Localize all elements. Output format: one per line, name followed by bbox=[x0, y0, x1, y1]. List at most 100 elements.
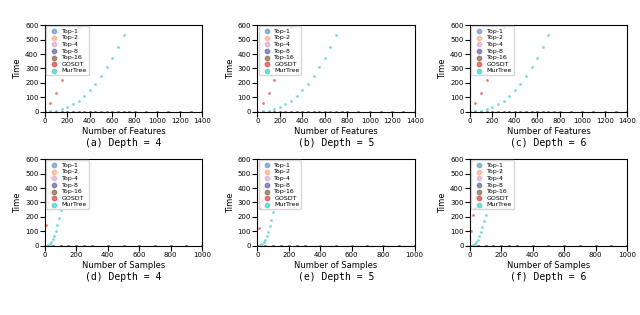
Point bbox=[470, 109, 481, 114]
Point bbox=[274, 168, 284, 173]
Point bbox=[331, 109, 341, 114]
Point bbox=[74, 109, 84, 114]
Point bbox=[113, 109, 123, 114]
Point bbox=[512, 243, 522, 248]
Point bbox=[141, 109, 151, 114]
Point bbox=[488, 243, 499, 248]
Point bbox=[102, 243, 113, 248]
Point bbox=[40, 109, 50, 114]
Point bbox=[509, 109, 520, 114]
Point bbox=[496, 243, 506, 248]
Point bbox=[575, 243, 585, 248]
Point bbox=[47, 243, 58, 248]
Point bbox=[102, 65, 112, 70]
Point bbox=[337, 109, 347, 114]
Point bbox=[62, 109, 72, 114]
Point bbox=[152, 109, 163, 114]
Point bbox=[376, 109, 386, 114]
Legend: Top-1, Top-2, Top-4, Top-8, Top-16, GOSDT, MurTree: Top-1, Top-2, Top-4, Top-8, Top-16, GOSD… bbox=[46, 160, 89, 209]
Point bbox=[258, 109, 268, 114]
Point bbox=[521, 109, 531, 114]
Point bbox=[276, 243, 286, 248]
Point bbox=[280, 55, 291, 60]
Point bbox=[90, 109, 100, 114]
Point bbox=[481, 109, 492, 114]
Point bbox=[512, 243, 522, 248]
Point bbox=[163, 109, 173, 114]
Point bbox=[260, 243, 270, 248]
Point bbox=[549, 109, 559, 114]
Point bbox=[300, 243, 310, 248]
Point bbox=[79, 109, 89, 114]
Point bbox=[264, 109, 274, 114]
Point bbox=[56, 243, 66, 248]
Point bbox=[255, 206, 266, 211]
Point bbox=[538, 109, 548, 114]
Point bbox=[331, 109, 341, 114]
Point bbox=[134, 243, 145, 248]
Point bbox=[152, 109, 163, 114]
Point bbox=[410, 243, 420, 248]
Point bbox=[577, 109, 588, 114]
Point bbox=[284, 243, 294, 248]
Point bbox=[538, 44, 548, 49]
Point bbox=[471, 240, 481, 245]
Point bbox=[113, 109, 123, 114]
Point bbox=[275, 109, 285, 114]
Point bbox=[468, 243, 478, 248]
Point bbox=[347, 243, 357, 248]
Point bbox=[622, 243, 632, 248]
Point bbox=[314, 109, 324, 114]
Point bbox=[163, 109, 173, 114]
Point bbox=[410, 109, 420, 114]
Point bbox=[252, 243, 262, 248]
Point bbox=[186, 109, 196, 114]
Point bbox=[566, 109, 576, 114]
Point bbox=[549, 109, 559, 114]
Point bbox=[527, 243, 538, 248]
Point bbox=[476, 109, 486, 114]
Legend: Top-1, Top-2, Top-4, Top-8, Top-16, GOSDT, MurTree: Top-1, Top-2, Top-4, Top-8, Top-16, GOSD… bbox=[259, 160, 301, 209]
Point bbox=[481, 77, 492, 83]
Point bbox=[252, 243, 262, 248]
Legend: Top-1, Top-2, Top-4, Top-8, Top-16, GOSDT, MurTree: Top-1, Top-2, Top-4, Top-8, Top-16, GOSD… bbox=[46, 26, 89, 75]
Point bbox=[46, 174, 56, 179]
Y-axis label: Time: Time bbox=[226, 58, 235, 79]
Point bbox=[141, 109, 151, 114]
Point bbox=[591, 243, 601, 248]
Point bbox=[509, 109, 520, 114]
Point bbox=[543, 243, 554, 248]
Point bbox=[102, 109, 112, 114]
Point bbox=[90, 109, 100, 114]
Point bbox=[555, 109, 565, 114]
Point bbox=[292, 94, 302, 99]
Point bbox=[68, 109, 78, 114]
Point bbox=[469, 241, 479, 246]
Point bbox=[59, 187, 69, 192]
Point bbox=[280, 102, 291, 107]
Point bbox=[79, 243, 89, 248]
Point bbox=[559, 243, 570, 248]
Point bbox=[264, 109, 274, 114]
Point bbox=[591, 243, 601, 248]
Point bbox=[472, 243, 483, 248]
Point bbox=[297, 109, 307, 114]
Point bbox=[255, 243, 266, 248]
Point bbox=[467, 229, 477, 234]
Point bbox=[365, 109, 375, 114]
Point bbox=[353, 109, 364, 114]
Point bbox=[62, 109, 72, 114]
Point bbox=[286, 98, 296, 103]
Point bbox=[504, 109, 515, 114]
Point bbox=[113, 44, 123, 49]
Point bbox=[504, 109, 515, 114]
Point bbox=[532, 109, 542, 114]
Title: (a) Depth = 4: (a) Depth = 4 bbox=[85, 138, 162, 148]
Point bbox=[337, 109, 347, 114]
Point bbox=[260, 243, 270, 248]
Point bbox=[74, 109, 84, 114]
Point bbox=[264, 109, 274, 114]
Point bbox=[68, 109, 78, 114]
Point bbox=[611, 109, 621, 114]
Point bbox=[292, 243, 302, 248]
